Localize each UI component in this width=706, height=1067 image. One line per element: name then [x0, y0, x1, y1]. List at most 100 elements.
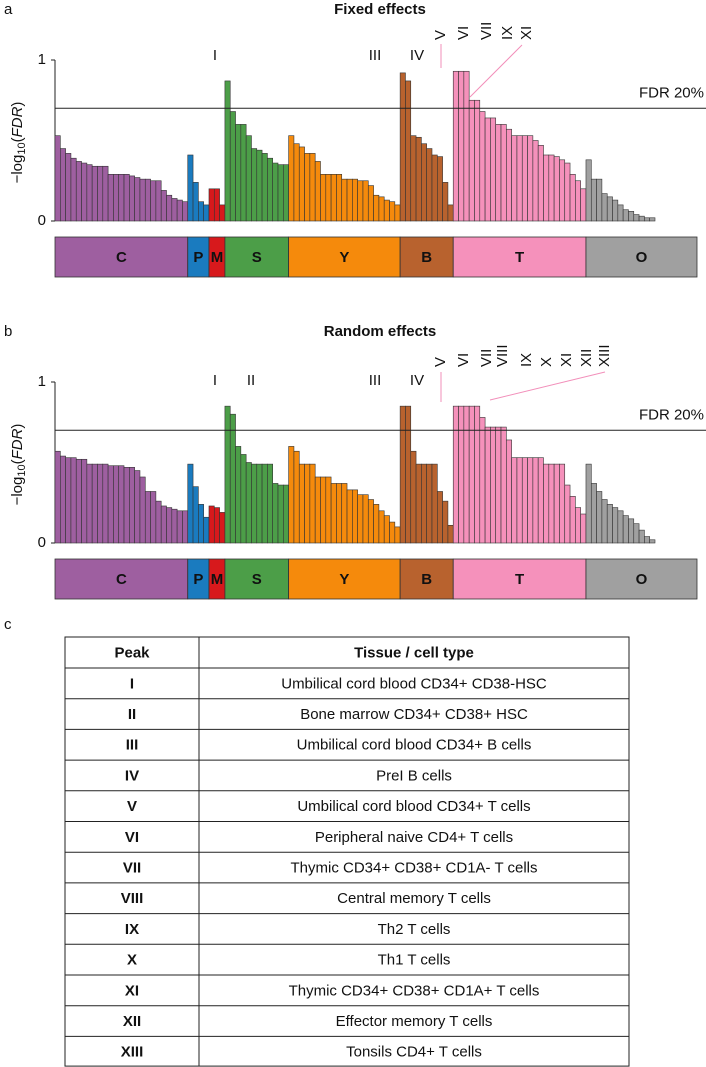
group-label: T — [515, 249, 524, 266]
bar — [389, 521, 396, 544]
bar — [198, 201, 204, 222]
peak-cell: VII — [123, 860, 141, 877]
threshold-label: FDR 20% — [639, 84, 704, 101]
bar — [65, 457, 72, 544]
bar — [155, 180, 162, 222]
group-strip — [399, 558, 454, 600]
panel-label: b — [4, 323, 12, 340]
bar — [171, 198, 178, 222]
bar — [341, 178, 348, 222]
peak-cell: IV — [125, 767, 139, 784]
bar — [559, 159, 566, 222]
peak-cell: XIII — [121, 1044, 144, 1061]
bar — [229, 111, 236, 222]
bar — [192, 486, 199, 544]
bar — [410, 450, 417, 544]
bar — [362, 180, 369, 222]
bar — [468, 405, 475, 544]
bar — [341, 483, 348, 544]
bar — [81, 162, 88, 222]
peak-annotation: V — [432, 30, 449, 40]
bar — [628, 518, 635, 544]
bar — [367, 499, 374, 544]
bar — [596, 491, 603, 544]
bar — [506, 128, 512, 222]
tissue-cell: Effector memory T cells — [336, 1013, 493, 1030]
bar — [75, 458, 82, 544]
bar — [383, 199, 390, 222]
y-axis-label-part: ( — [9, 459, 26, 464]
y-tick-label: 0 — [38, 212, 46, 229]
bar — [320, 476, 327, 544]
bar — [235, 124, 242, 222]
group-strip — [288, 558, 401, 600]
group-label: M — [211, 249, 224, 266]
bar — [288, 446, 295, 544]
bar — [527, 135, 534, 222]
bar — [336, 174, 343, 222]
bar — [176, 199, 183, 222]
bar — [564, 484, 571, 544]
bar — [521, 135, 528, 222]
bar — [357, 494, 364, 544]
peak-cell: XI — [125, 982, 139, 999]
bar — [113, 174, 120, 222]
bar — [463, 70, 470, 222]
bar — [304, 153, 311, 222]
tissue-cell: Thymic CD34+ CD38+ CD1A+ T cells — [289, 982, 540, 999]
bar — [182, 201, 189, 222]
bar — [490, 117, 497, 222]
bar — [60, 148, 66, 222]
bar — [410, 135, 417, 222]
bar — [187, 154, 194, 222]
peak-annotation: IX — [499, 26, 516, 40]
bar — [431, 154, 438, 222]
group-label: M — [211, 571, 224, 588]
bar — [352, 178, 358, 222]
bar — [293, 450, 300, 544]
peak-annotation: XI — [518, 26, 535, 40]
bar — [596, 178, 603, 222]
bar — [245, 462, 252, 544]
bar — [580, 513, 587, 544]
bar — [352, 489, 358, 544]
y-axis-label: −log10(FDR) — [9, 102, 28, 184]
bar — [293, 143, 300, 222]
bar — [463, 405, 470, 544]
group-label: T — [515, 571, 524, 588]
bar — [160, 190, 167, 222]
bar — [543, 463, 550, 544]
peak-annotation: I — [213, 47, 217, 64]
tissue-cell: Th1 T cells — [378, 952, 451, 969]
bar — [129, 175, 135, 222]
tissue-cell: Th2 T cells — [378, 921, 451, 938]
bar — [219, 512, 226, 544]
tissue-cell: Thymic CD34+ CD38+ CD1A- T cells — [290, 860, 537, 877]
bar — [362, 494, 369, 544]
bar — [601, 193, 608, 222]
bar — [325, 476, 332, 544]
bar — [97, 165, 104, 222]
bar — [235, 446, 242, 544]
bar — [288, 135, 295, 222]
bar — [378, 510, 385, 544]
bar — [267, 157, 273, 222]
tissue-cell: Central memory T cells — [337, 890, 491, 907]
bar — [612, 199, 619, 222]
bar — [272, 162, 279, 222]
bar — [134, 177, 141, 222]
peak-annotation: XII — [578, 349, 595, 367]
bar — [633, 214, 640, 222]
bar — [171, 508, 178, 544]
bar — [495, 124, 502, 222]
bar — [548, 463, 555, 544]
bar — [325, 174, 332, 222]
bar — [373, 194, 380, 222]
bar — [537, 145, 544, 222]
y-tick-label: 1 — [38, 51, 46, 68]
tissue-cell: Tonsils CD4+ T cells — [346, 1044, 482, 1061]
panel-label: c — [4, 616, 12, 633]
peak-cell: X — [127, 952, 137, 969]
peak-annotation: X — [538, 357, 555, 367]
group-label: C — [116, 249, 127, 266]
